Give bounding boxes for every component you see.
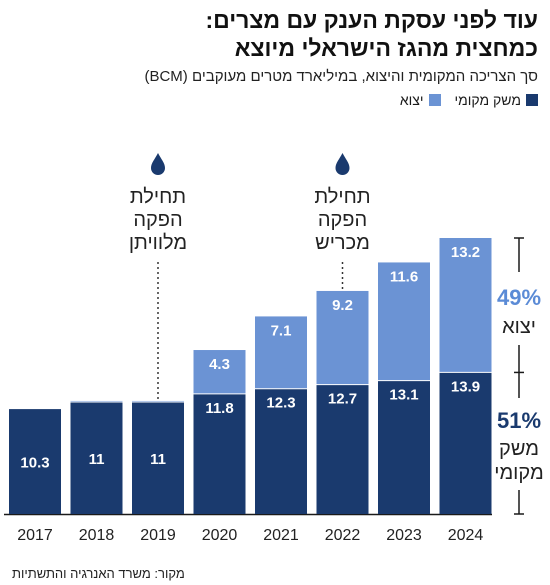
value-label-export-2020: 4.3 — [209, 356, 230, 373]
legend: משק מקומי יצוא — [400, 92, 538, 108]
legend-swatch-export — [428, 94, 441, 106]
bar-export-2023 — [378, 262, 430, 381]
bar-export-2022 — [316, 290, 369, 385]
value-label-domestic-2018: 11 — [89, 451, 105, 468]
bar-export-2018 — [70, 400, 123, 402]
annotation-2019-line-3: מלוויתן — [129, 232, 187, 254]
legend-item-export: יצוא — [400, 92, 441, 108]
domestic-share-label-line-2: מקומי — [494, 462, 543, 484]
value-label-export-2022: 9.2 — [332, 297, 353, 314]
chart-subtitle: סך הצריכה המקומית והיצוא, במיליארד מטרים… — [144, 68, 538, 85]
bar-domestic-2024 — [439, 372, 492, 514]
value-label-export-2023: 11.6 — [390, 268, 418, 285]
title-line-2: כמחצית מהגז הישראלי מיוצא — [234, 35, 538, 61]
title-line-1: עוד לפני עסקת הענק עם מצרים: — [205, 7, 538, 33]
bar-domestic-2021 — [255, 388, 307, 514]
source-note: מקור: משרד האנרגיה והתשתיות — [12, 566, 185, 581]
bar-domestic-2019 — [132, 401, 184, 514]
domestic-share-label-line-1: משק — [499, 438, 539, 460]
bar-export-2021 — [255, 316, 307, 389]
export-share-percent: 49% — [497, 285, 541, 310]
value-label-domestic-2021: 12.3 — [266, 395, 295, 412]
bar-domestic-2023 — [378, 380, 430, 514]
annotation-2019-line-1: תחילת — [130, 186, 186, 208]
bar-domestic-2020 — [193, 393, 246, 514]
bar-export-2020 — [193, 350, 246, 394]
export-share-label: יצוא — [502, 316, 536, 338]
x-tick-label-2024: 2024 — [448, 527, 484, 544]
bar-domestic-2018 — [70, 401, 123, 514]
x-tick-label-2018: 2018 — [79, 527, 115, 544]
value-label-domestic-2024: 13.9 — [451, 378, 480, 395]
value-label-export-2024: 13.2 — [451, 244, 480, 261]
x-tick-label-2019: 2019 — [140, 527, 176, 544]
x-tick-label-2020: 2020 — [202, 527, 238, 544]
annotation-2022-line-3: מכריש — [315, 232, 370, 254]
bar-domestic-2017 — [9, 409, 61, 514]
bar-export-2019 — [132, 400, 184, 402]
value-label-export-2021: 7.1 — [271, 322, 292, 339]
bar-export-2024 — [439, 238, 492, 373]
value-label-domestic-2023: 13.1 — [389, 387, 418, 404]
legend-item-domestic: משק מקומי — [455, 92, 538, 108]
x-tick-label-2021: 2021 — [263, 527, 299, 544]
value-label-domestic-2019: 11 — [150, 451, 166, 468]
drop-icon-2019 — [151, 153, 165, 175]
x-tick-label-2022: 2022 — [325, 527, 361, 544]
bar-domestic-2022 — [316, 384, 369, 514]
domestic-share-percent: 51% — [497, 408, 541, 433]
legend-label-domestic: משק מקומי — [454, 92, 521, 108]
chart-title: עוד לפני עסקת הענק עם מצרים: כמחצית מהגז… — [205, 6, 538, 62]
x-tick-label-2017: 2017 — [17, 527, 53, 544]
value-label-domestic-2017: 10.3 — [20, 455, 49, 472]
value-label-domestic-2020: 11.8 — [205, 400, 233, 417]
legend-label-export: יצוא — [399, 92, 424, 108]
drop-icon-2022 — [335, 153, 350, 176]
annotation-2022-line-2: הפקה — [318, 209, 367, 231]
legend-swatch-domestic — [526, 94, 538, 106]
x-tick-label-2023: 2023 — [386, 527, 422, 544]
annotation-2019-line-2: הפקה — [133, 209, 182, 231]
annotation-2022-line-1: תחילת — [314, 186, 370, 208]
value-label-domestic-2022: 12.7 — [328, 391, 357, 408]
